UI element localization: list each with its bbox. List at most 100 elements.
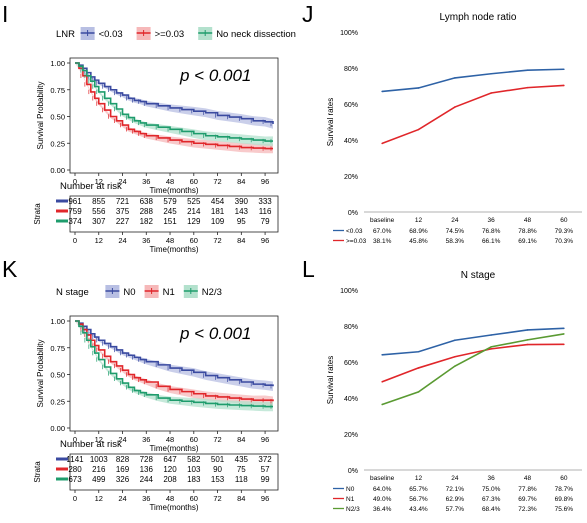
category-label: 60	[560, 217, 568, 224]
series-line	[381, 84, 564, 145]
risk-value: 375	[116, 207, 130, 216]
risk-value: 828	[116, 455, 130, 464]
y-tick-label: 20%	[344, 432, 358, 439]
risk-value: 151	[163, 217, 177, 226]
y-tick-label: 60%	[344, 102, 358, 109]
risk-value: 372	[258, 455, 272, 464]
y-tick-label: 0.75	[50, 344, 65, 353]
data-point	[526, 339, 529, 341]
km-panel-lnr: LNR <0.03 >=0.03 No neck dissection 0.00 0.25…	[33, 27, 296, 254]
data-label: 68.4%	[482, 506, 501, 513]
data-label: 77.8%	[518, 486, 537, 493]
data-label: 75.6%	[555, 506, 574, 513]
data-point	[454, 365, 456, 367]
legend-label: <0.03	[99, 29, 123, 40]
risk-value: 216	[92, 465, 106, 474]
y-tick-label: 80%	[344, 324, 358, 331]
x-tick-label: 96	[261, 435, 269, 444]
x-tick-label: 84	[237, 494, 245, 503]
legend-label: N2/3	[202, 287, 222, 298]
risk-value: 95	[237, 217, 246, 226]
data-point	[417, 128, 420, 131]
series-line	[381, 343, 564, 383]
risk-value: 153	[211, 475, 225, 484]
x-tick-label: 12	[95, 236, 103, 245]
data-label: 78.7%	[555, 486, 574, 493]
risk-value: 579	[163, 197, 177, 206]
data-point	[454, 339, 456, 342]
risk-table-title: Number at risk	[60, 181, 122, 192]
strata-label: Strata	[33, 203, 42, 225]
risk-value: 181	[211, 207, 225, 216]
risk-value: 499	[92, 475, 106, 484]
series-line	[381, 333, 564, 406]
data-label: 64.0%	[373, 486, 392, 493]
category-label: 24	[451, 475, 459, 482]
data-point	[381, 142, 383, 145]
p-value: p < 0.001	[179, 66, 251, 85]
x-tick-label: 24	[118, 494, 126, 503]
x-tick-label: 84	[237, 435, 245, 444]
survival-curve	[75, 62, 274, 124]
risk-value: 143	[235, 207, 249, 216]
risk-value: 855	[92, 197, 106, 206]
risk-value: 116	[259, 207, 272, 216]
x-tick-label: 12	[95, 435, 103, 444]
legend-label: N1	[163, 287, 175, 298]
x-tick-label: 72	[213, 494, 221, 503]
y-tick-label: 0.75	[50, 86, 65, 95]
panel-letter: I	[2, 1, 8, 27]
legend-label: N1	[346, 496, 355, 503]
risk-value: 169	[116, 465, 130, 474]
x-tick-label: 0	[73, 236, 77, 245]
x-tick-label: 60	[190, 177, 198, 186]
risk-value: 280	[68, 465, 82, 474]
y-tick-label: 100%	[340, 30, 358, 37]
risk-value: 57	[261, 465, 270, 474]
y-tick-label: 1.00	[50, 59, 65, 68]
data-point	[490, 334, 492, 336]
data-label: 45.8%	[409, 238, 428, 245]
x-tick-label: 48	[166, 236, 174, 245]
legend-label: <0.03	[346, 228, 363, 235]
data-label: 69.1%	[518, 238, 537, 245]
data-point	[526, 86, 529, 89]
x-tick-label: 60	[190, 494, 198, 503]
category-label: 12	[415, 475, 423, 482]
y-tick-label: 80%	[344, 66, 358, 73]
survival-curve	[75, 320, 274, 387]
x-tick-label: 96	[261, 494, 269, 503]
y-tick-label: 0.00	[50, 166, 65, 175]
x-tick-label: 12	[95, 177, 103, 186]
legend-label: No neck dissection	[216, 29, 296, 40]
y-tick-label: 60%	[344, 360, 358, 367]
risk-value: 182	[140, 217, 154, 226]
risk-value: 582	[187, 455, 201, 464]
panel-letter: K	[2, 256, 18, 282]
data-label: 38.1%	[373, 238, 392, 245]
risk-value: 99	[261, 475, 270, 484]
data-label: 49.0%	[373, 496, 392, 503]
data-label: 69.8%	[555, 496, 574, 503]
x-axis-label: Time(months)	[149, 444, 198, 453]
p-value: p < 0.001	[179, 324, 251, 343]
data-point	[454, 355, 456, 358]
data-label: 76.8%	[482, 228, 501, 235]
x-tick-label: 36	[142, 236, 150, 245]
y-tick-label: 0%	[348, 210, 358, 217]
y-tick-label: 0.25	[50, 139, 65, 148]
data-label: 56.7%	[409, 496, 428, 503]
risk-value: 183	[187, 475, 201, 484]
risk-value: 214	[187, 207, 201, 216]
risk-table-title: Number at risk	[60, 439, 122, 450]
y-tick-label: 0%	[348, 468, 358, 475]
legend-title: N stage	[56, 287, 89, 298]
risk-value: 79	[261, 217, 270, 226]
data-point	[454, 106, 456, 108]
data-label: 69.7%	[518, 496, 537, 503]
x-tick-label: 48	[166, 177, 174, 186]
data-label: 79.3%	[555, 228, 574, 235]
x-tick-label: 48	[166, 435, 174, 444]
data-label: 66.1%	[482, 238, 501, 245]
